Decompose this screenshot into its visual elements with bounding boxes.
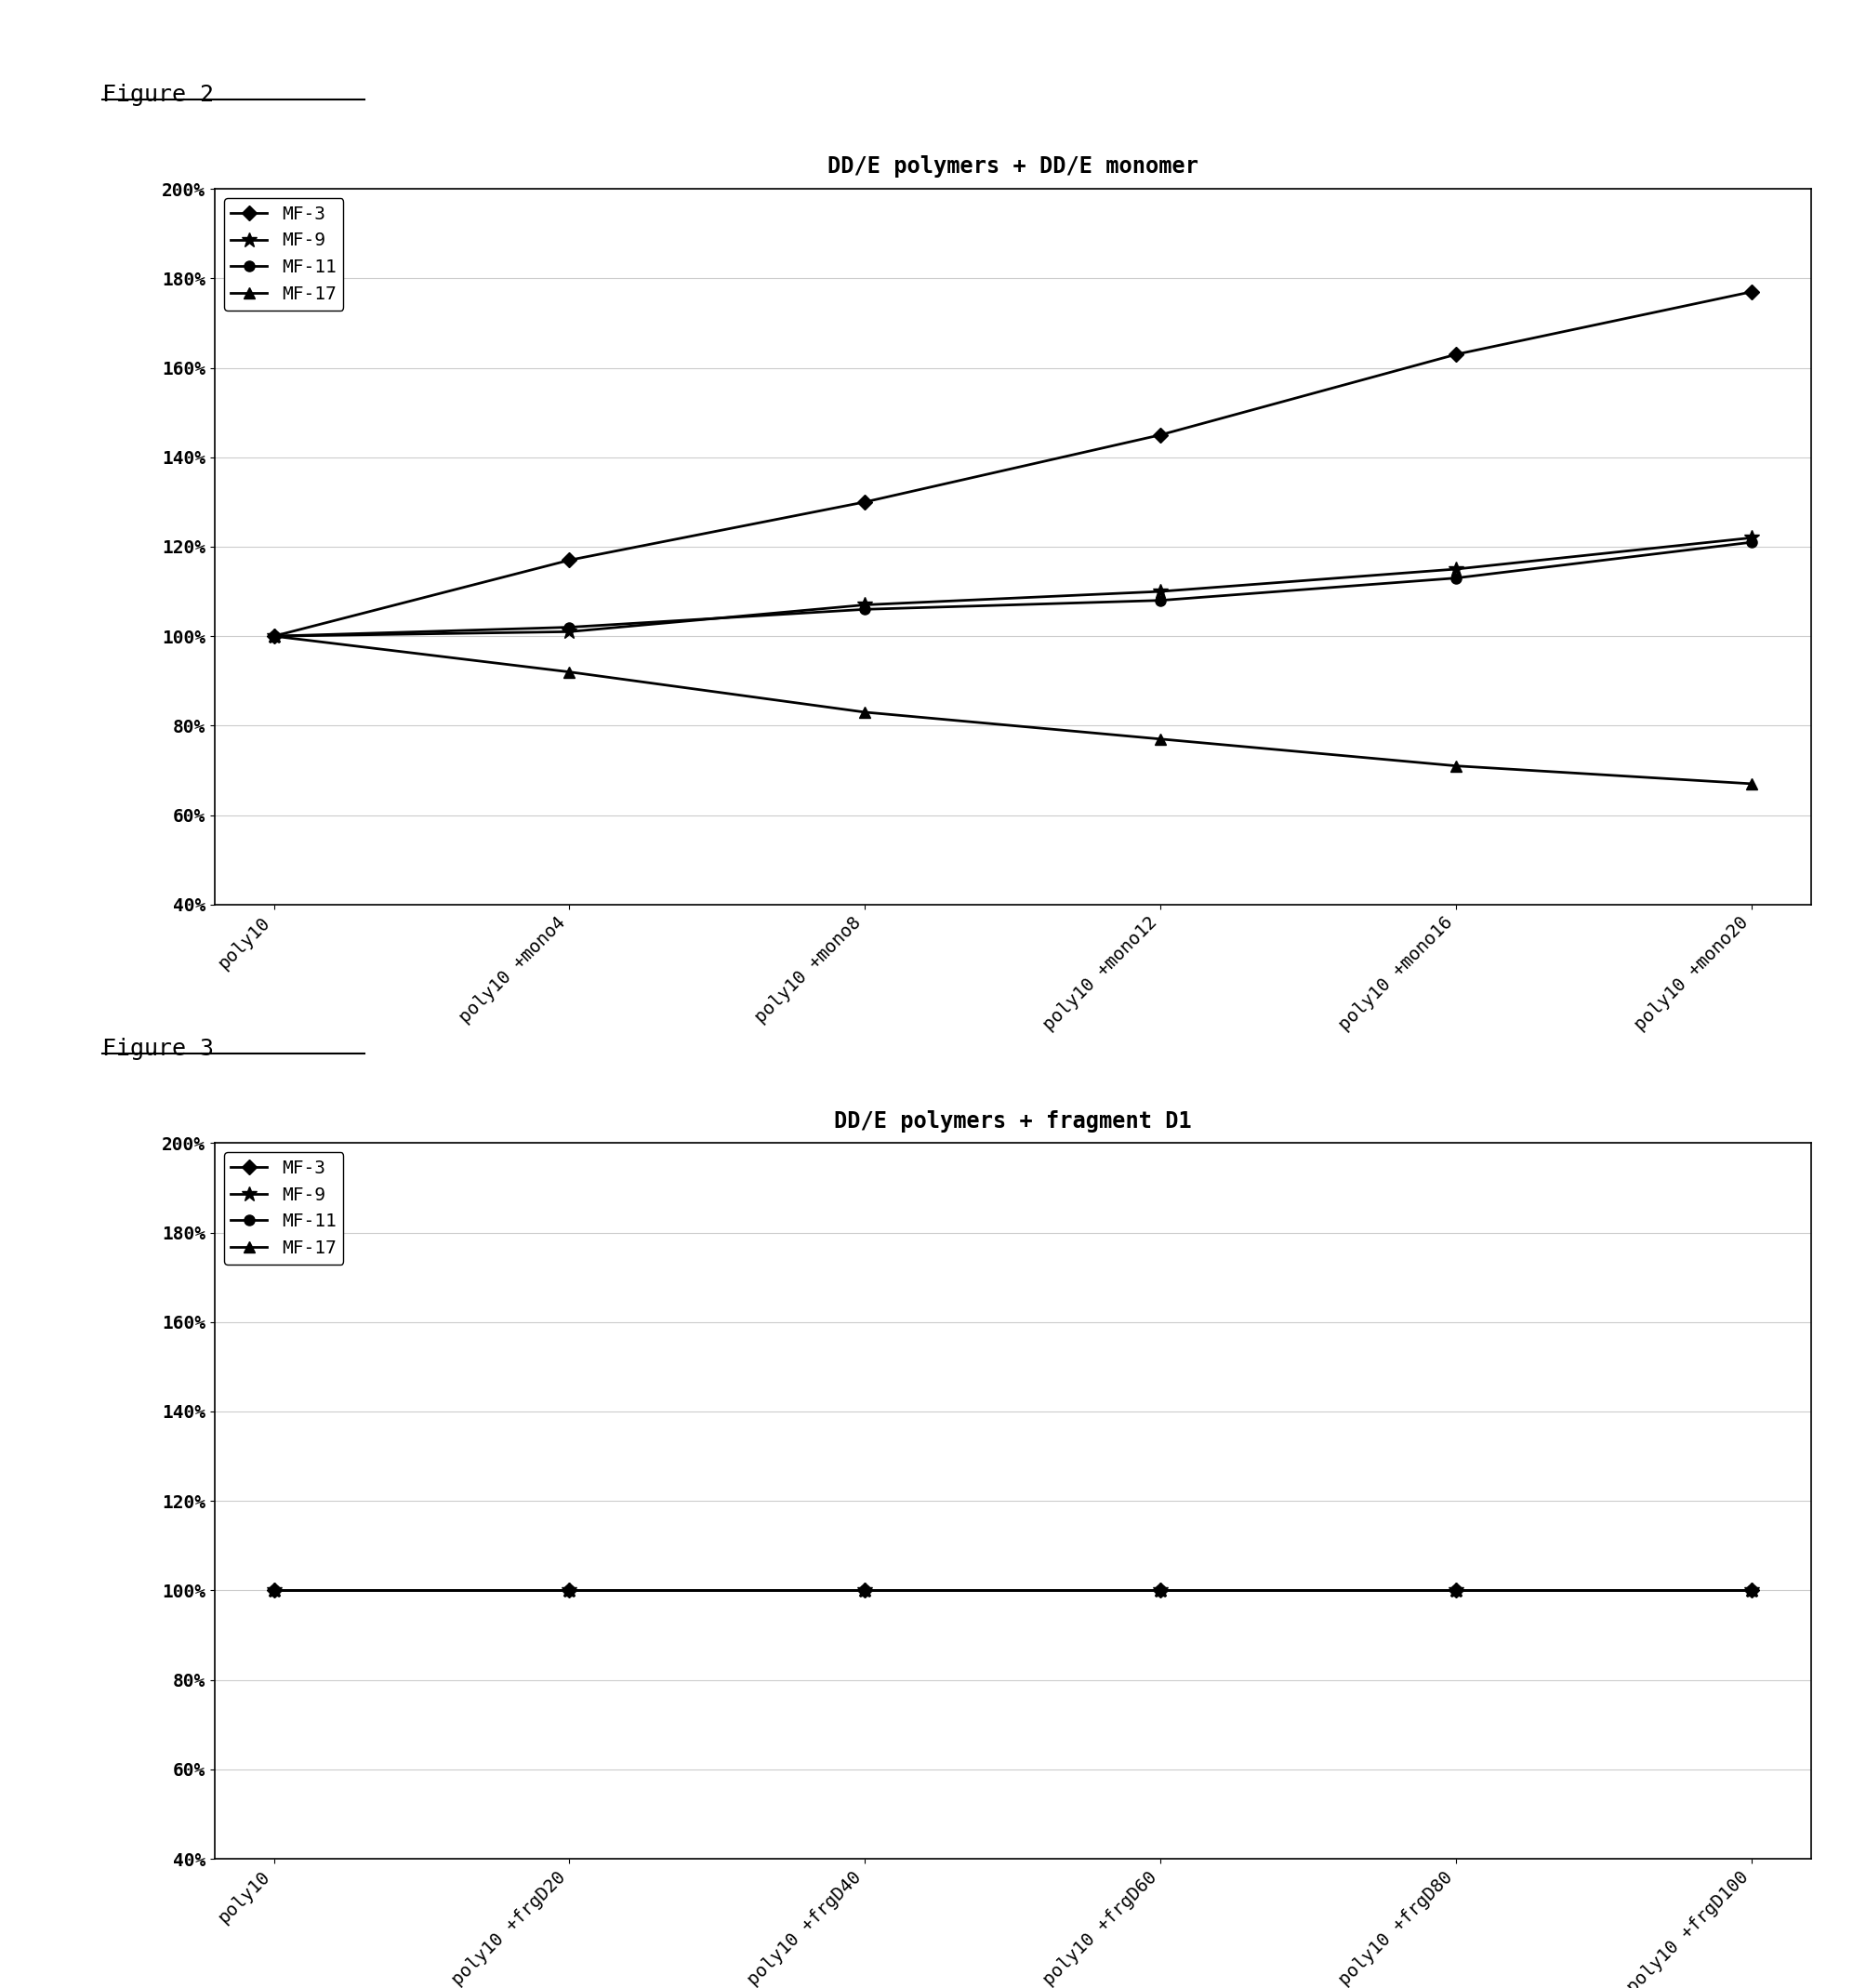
MF-17 — [853, 1578, 875, 1602]
MF-9 — [263, 1578, 285, 1602]
MF-11 — [853, 596, 875, 620]
MF-3 — [263, 1578, 285, 1602]
MF-11 — [558, 1578, 580, 1602]
Line: MF-9: MF-9 — [267, 531, 1758, 644]
MF-17 — [853, 700, 875, 724]
Line: MF-11: MF-11 — [269, 537, 1756, 642]
MF-9 — [558, 1578, 580, 1602]
MF-11 — [1739, 1578, 1762, 1602]
Title: DD/E polymers + fragment D1: DD/E polymers + fragment D1 — [834, 1109, 1191, 1133]
MF-9 — [853, 1578, 875, 1602]
MF-9 — [1444, 1578, 1467, 1602]
MF-9 — [1739, 1578, 1762, 1602]
Line: MF-17: MF-17 — [269, 630, 1756, 789]
Legend: MF-3, MF-9, MF-11, MF-17: MF-3, MF-9, MF-11, MF-17 — [224, 1153, 343, 1264]
Line: MF-3: MF-3 — [269, 286, 1756, 642]
MF-17 — [558, 1578, 580, 1602]
MF-11 — [1444, 1578, 1467, 1602]
MF-3 — [1149, 423, 1172, 447]
MF-17 — [1739, 771, 1762, 795]
MF-17 — [1444, 1578, 1467, 1602]
MF-17 — [1444, 753, 1467, 777]
MF-17 — [263, 624, 285, 648]
MF-9 — [263, 624, 285, 648]
MF-9 — [1149, 1578, 1172, 1602]
MF-11 — [558, 616, 580, 640]
Text: Figure 3: Figure 3 — [103, 1038, 215, 1060]
MF-17 — [1739, 1578, 1762, 1602]
MF-11 — [263, 624, 285, 648]
Line: MF-17: MF-17 — [269, 1584, 1756, 1596]
MF-3 — [263, 624, 285, 648]
MF-11 — [1444, 567, 1467, 590]
Legend: MF-3, MF-9, MF-11, MF-17: MF-3, MF-9, MF-11, MF-17 — [224, 199, 343, 310]
MF-17 — [558, 660, 580, 684]
MF-9 — [1444, 557, 1467, 580]
MF-11 — [1149, 1578, 1172, 1602]
Line: MF-11: MF-11 — [269, 1584, 1756, 1596]
Title: DD/E polymers + DD/E monomer: DD/E polymers + DD/E monomer — [827, 155, 1198, 179]
MF-9 — [558, 620, 580, 644]
MF-17 — [1149, 728, 1172, 751]
MF-11 — [1739, 531, 1762, 555]
MF-3 — [1149, 1578, 1172, 1602]
MF-3 — [1444, 1578, 1467, 1602]
MF-17 — [263, 1578, 285, 1602]
MF-9 — [1149, 579, 1172, 602]
MF-11 — [1149, 588, 1172, 612]
MF-3 — [1444, 342, 1467, 366]
Line: MF-9: MF-9 — [267, 1582, 1758, 1598]
MF-17 — [1149, 1578, 1172, 1602]
MF-3 — [1739, 1578, 1762, 1602]
MF-9 — [1739, 525, 1762, 549]
MF-3 — [853, 1578, 875, 1602]
MF-3 — [1739, 280, 1762, 304]
MF-3 — [558, 1578, 580, 1602]
MF-3 — [558, 549, 580, 573]
MF-11 — [263, 1578, 285, 1602]
Line: MF-3: MF-3 — [269, 1584, 1756, 1596]
MF-11 — [853, 1578, 875, 1602]
MF-9 — [853, 592, 875, 616]
Text: Figure 2: Figure 2 — [103, 83, 215, 105]
MF-3 — [853, 489, 875, 513]
